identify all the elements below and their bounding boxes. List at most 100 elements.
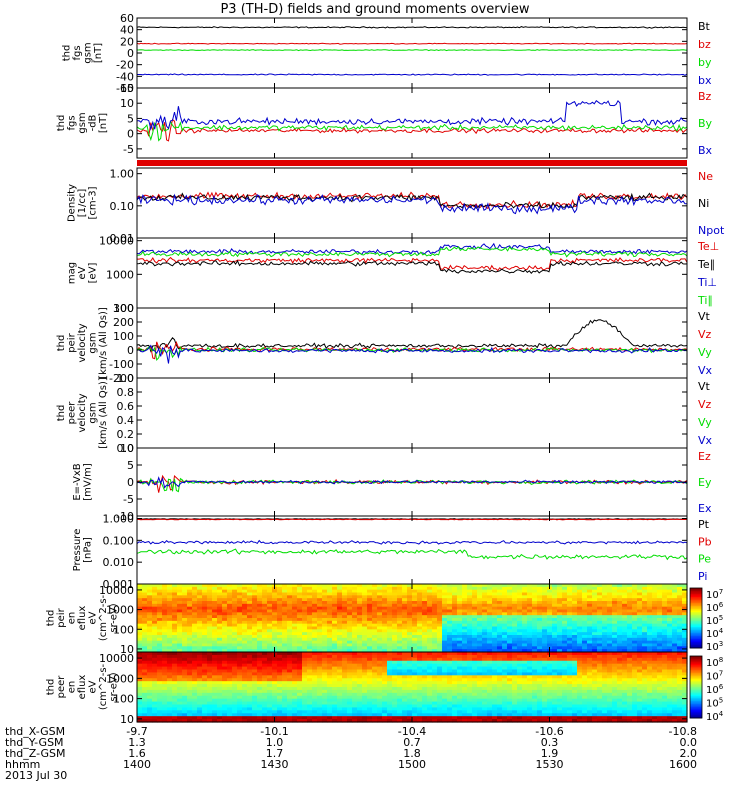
legend-efield-0: Ez: [698, 450, 711, 463]
series-efield-1: [136, 477, 688, 493]
ylabel-line: [mV/m]: [82, 463, 93, 501]
ephem-value: 1.8: [403, 747, 421, 760]
series-pressure-3: [136, 539, 688, 545]
ylabel-line: gsm: [88, 402, 99, 423]
ylabel-line: sr-eV): [109, 603, 120, 632]
series-fgs_gsm-3: [137, 73, 688, 76]
series-fgs_gsm_dt-0: [136, 118, 688, 142]
legend-pressure-1: Pb: [698, 535, 712, 548]
legend-peir_velocity-1: Vz: [698, 328, 712, 341]
page-title: P3 (TH-D) fields and ground moments over…: [220, 2, 530, 17]
ylabel-efield: E=-VxB [mV/m]: [72, 463, 94, 501]
ylabel-line: eV: [88, 680, 99, 693]
ylabel-line: thd: [56, 115, 67, 132]
legend-fgs_gsm-0: Bt: [698, 20, 711, 33]
ylabel-line: fgs: [72, 45, 83, 60]
ytick-peer_velocity: 0.0: [117, 442, 135, 455]
ylabel-line: fgs: [67, 115, 78, 130]
ylabel-line: en: [67, 612, 78, 625]
ytick-fgs_gsm: -20: [116, 59, 134, 72]
ytick-density: 1.00: [110, 168, 135, 181]
ytick-temperature: 100: [113, 302, 134, 315]
ytick-peer_velocity: 0.2: [117, 428, 135, 441]
colorbar-tick: 106: [706, 683, 724, 696]
ylabel-line: peer: [67, 401, 78, 425]
series-fgs_gsm-1: [136, 42, 688, 45]
panel-efield: Ez Ey Ex 10 5 0 -5 -10 E=-VxB [mV/m]: [72, 442, 712, 523]
ylabel-line: [km/s (All Qs)]: [98, 377, 109, 449]
ytick-peir_en_eflux: 10000: [99, 584, 134, 597]
ephem-value: -10.6: [535, 725, 564, 738]
ytick-peer_velocity: 1.0: [117, 372, 135, 385]
ytick-density: 0.01: [110, 232, 135, 245]
ylabel-line: thd: [56, 405, 67, 422]
ytick-efield: 10: [120, 442, 134, 455]
ylabel-line: eflux: [77, 675, 88, 700]
series-density-2: [136, 193, 687, 215]
ephem-value: -10.1: [260, 725, 289, 738]
legend-peer_velocity-1: Vz: [698, 398, 712, 411]
legend-temperature-3: Ti∥: [697, 294, 713, 307]
legend-pressure-3: Pi: [698, 570, 707, 583]
legend-pressure-2: Pe: [698, 553, 711, 566]
ytick-efield: 0: [127, 476, 134, 489]
ephem-value: 1600: [669, 758, 697, 771]
ylabel-line: thd: [61, 45, 72, 62]
ytick-efield: -5: [123, 493, 134, 506]
colorbar-tick: 103: [706, 640, 723, 653]
ytick-peer_en_eflux: 10000: [99, 652, 134, 665]
panel-temperature: Te⊥ Te∥ Ti⊥ Ti∥ 10000 1000 100 mag eV [eV]: [67, 235, 720, 315]
colorbar-tick: 107: [706, 588, 723, 601]
ephem-value: 1530: [535, 758, 564, 771]
ylabel-line: [nPa]: [82, 537, 93, 563]
ylabel-line: (cm^2-s-: [98, 594, 109, 641]
ytick-peir_velocity: -200: [109, 372, 134, 385]
ephem-value: 1.9: [540, 747, 559, 760]
legend-efield-2: Ex: [698, 502, 712, 515]
series-peir_velocity-2: [136, 345, 688, 361]
ephem-value: -10.8: [668, 725, 697, 738]
series-fgs_gsm-2: [136, 49, 688, 52]
ylabel-peer_velocity: thd peer velocity gsm [km/s (All Qs)]: [56, 377, 109, 449]
series-temperature-1: [136, 259, 688, 274]
series-pressure-2: [136, 548, 688, 561]
ephem-label: thd_X-GSM: [5, 725, 66, 738]
ylabel-pressure: Pressure [nPa]: [72, 529, 94, 572]
ylabel-line: gsm: [77, 112, 88, 133]
ylabel-line: E=-VxB: [72, 463, 83, 500]
ytick-peir_en_eflux: 100: [113, 623, 134, 636]
legend-density-2: Npot: [698, 224, 725, 237]
ytick-fgs_gsm: -40: [116, 70, 134, 83]
data-coverage-bar: [137, 160, 687, 166]
legend-peer_velocity-0: Vt: [698, 380, 711, 393]
ylabel-line: (cm^2-s-: [98, 663, 109, 710]
panel-peer_velocity: Vt Vz Vy Vx 1.00.80.60.40.20.0 thd peer velocit…: [56, 372, 713, 455]
panel-pressure: Pt Pb Pe Pi 1.000 0.100 0.010 0.001 Pressure [nPa…: [72, 512, 712, 591]
series-peir_velocity-3: [136, 344, 688, 364]
ephem-value: 1400: [123, 758, 151, 771]
ytick-temperature: 1000: [106, 268, 134, 281]
ephem-value: 1430: [260, 758, 289, 771]
legend-peir_velocity-3: Vx: [698, 364, 713, 377]
ylabel-fgs_gsm_dt: thd fgs gsm -dB [nT]: [56, 112, 109, 133]
ephem-value: 1.6: [128, 747, 146, 760]
series-temperature-0: [137, 256, 688, 272]
ylabel-line: [eV]: [88, 263, 99, 284]
series-fgs_gsm-0: [136, 26, 688, 29]
ylabel-line: mag: [67, 262, 78, 284]
ylabel-density: Density [1/cc] [cm-3]: [67, 184, 99, 222]
colorbar-tick: 105: [706, 614, 723, 627]
ephem-value: 1.0: [265, 736, 284, 749]
ytick-fgs_gsm: 40: [120, 24, 134, 37]
series-efield-0: [136, 474, 688, 493]
ytick-peer_velocity: 0.4: [117, 414, 135, 427]
ytick-peer_en_eflux: 100: [113, 693, 134, 706]
ytick-fgs_gsm: 20: [120, 35, 134, 48]
colorbar-tick: 108: [706, 656, 723, 669]
ephem-label: hhmm: [5, 758, 41, 771]
legend-efield-1: Ey: [698, 476, 712, 489]
legend-fgs_gsm-1: bz: [698, 38, 711, 51]
ytick-peir_velocity: 0: [127, 344, 134, 357]
